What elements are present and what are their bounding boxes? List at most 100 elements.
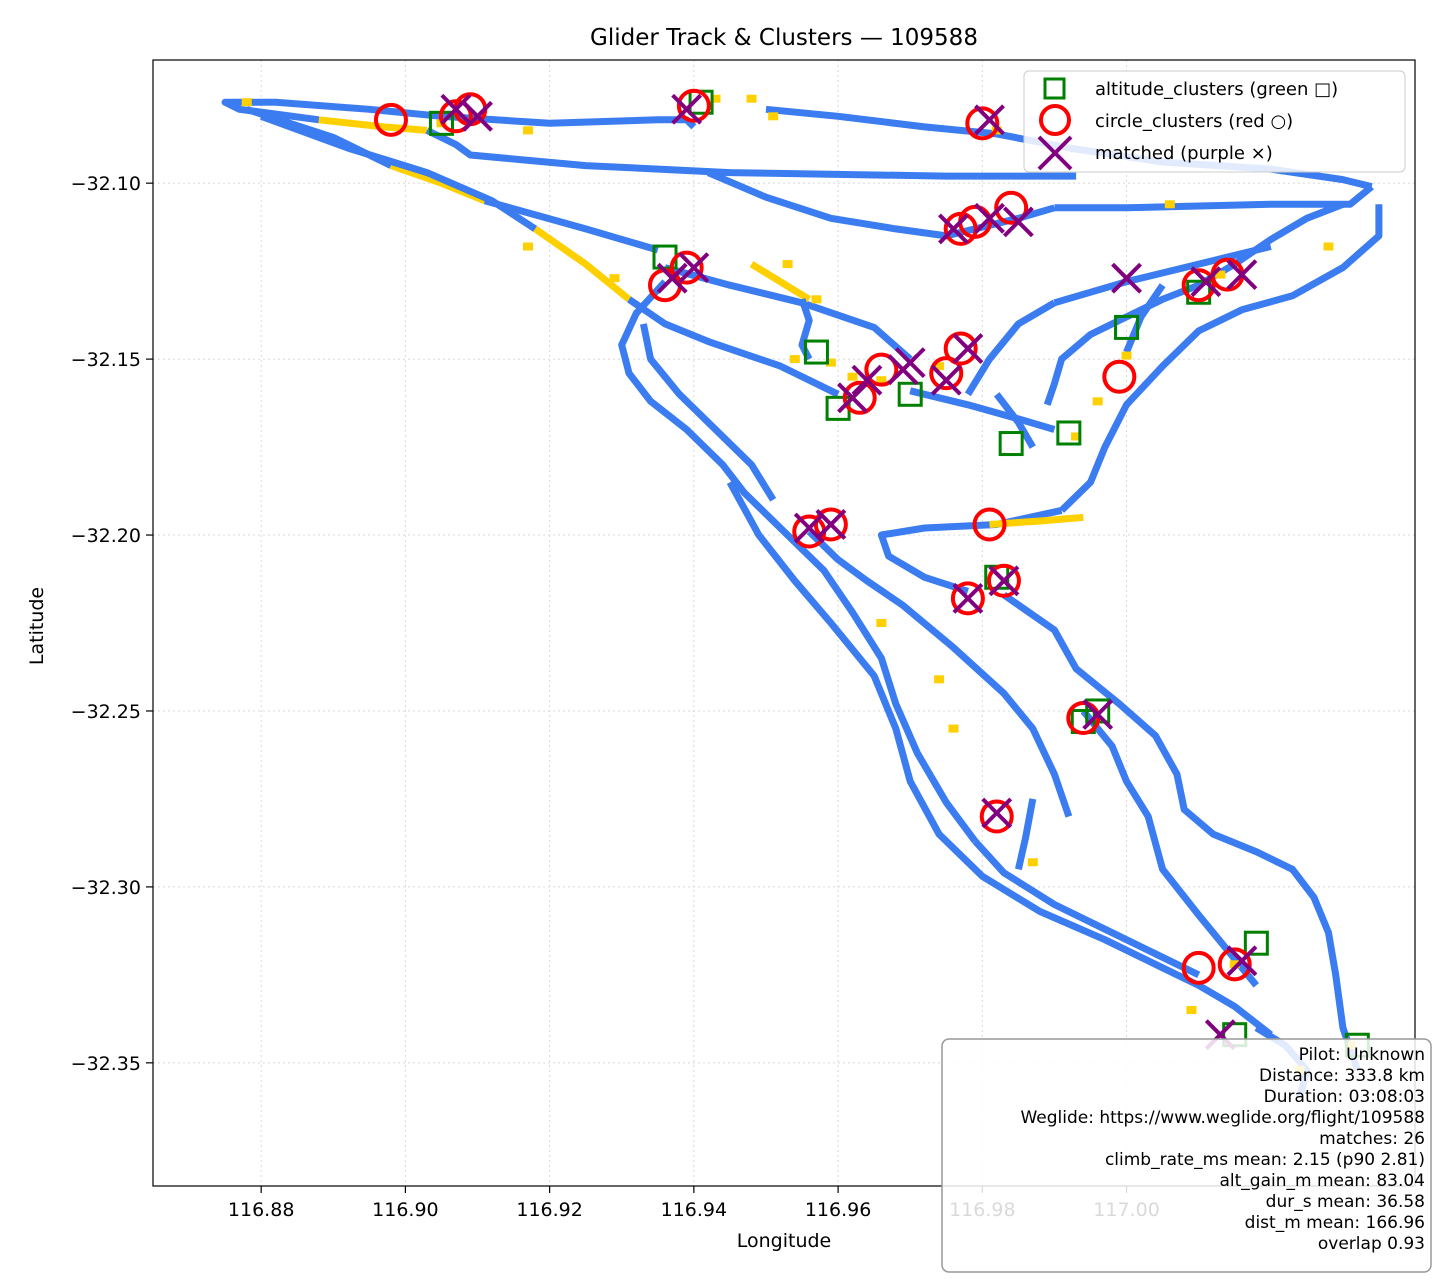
matched-marker: [1190, 266, 1222, 298]
altitude-cluster-marker: [897, 381, 923, 407]
plot-frame: [152, 59, 1416, 1187]
climb-point: [1071, 432, 1082, 441]
climb-point: [746, 94, 757, 103]
y-tick-label: −32.25: [71, 701, 141, 723]
circle-cluster-marker: [965, 106, 1000, 141]
matched-stroke: [952, 333, 984, 364]
circle-cluster-marker: [972, 507, 1007, 542]
climb-point: [241, 98, 252, 107]
legend-circle-icon: [1039, 104, 1071, 136]
info-distance: Distance: 333.8 km: [1259, 1066, 1425, 1086]
matched-marker: [988, 565, 1020, 597]
matched-marker: [930, 364, 962, 396]
y-tick-label: −32.10: [71, 173, 141, 195]
circle-cluster-marker: [676, 88, 711, 123]
matched-marker: [815, 509, 847, 540]
info-duration-mean: dur_s mean: 36.58: [1266, 1192, 1425, 1212]
matched-marker: [837, 382, 868, 414]
track-segment-glide: [1014, 798, 1037, 871]
track-segment-glide: [627, 296, 840, 398]
y-tick-label: −32.30: [71, 877, 141, 899]
matched-stroke: [815, 509, 847, 540]
climb-point: [1323, 242, 1334, 251]
matched-marker: [851, 364, 883, 396]
legend-label-altitude-clusters: altitude_clusters (green □): [1095, 79, 1338, 100]
track-segment-glide: [1054, 183, 1374, 212]
matched-marker: [894, 347, 926, 379]
climb-point: [1164, 200, 1175, 209]
matched-stroke: [930, 364, 962, 396]
legend-label-circle-clusters: circle_clusters (red ○): [1095, 111, 1293, 132]
matched-marker: [440, 93, 472, 125]
matched-stroke: [678, 252, 710, 284]
track-segment-glide: [1059, 204, 1383, 513]
track-segment-glide: [1123, 283, 1166, 354]
circle-cluster-marker: [813, 507, 848, 542]
x-tick-label: 116.88: [228, 1199, 294, 1221]
track-segment-glide: [877, 506, 1063, 595]
y-tick-label: −32.20: [71, 525, 141, 547]
info-duration: Duration: 03:08:03: [1264, 1087, 1425, 1107]
marker-layer: [373, 88, 1370, 1058]
track-segment-glide: [964, 299, 1057, 397]
info-distance-mean: dist_m mean: 166.96: [1245, 1213, 1425, 1233]
y-tick-label: −32.35: [71, 1053, 141, 1075]
climb-point: [789, 355, 800, 364]
track-segment-glide: [259, 113, 538, 232]
circle-cluster-marker: [669, 250, 704, 285]
climb-point: [876, 376, 887, 385]
track-segment-climb: [318, 116, 428, 134]
track-layer: [221, 94, 1383, 1099]
track-segment-glide: [792, 539, 978, 844]
matched-stroke: [894, 347, 926, 379]
matched-stroke: [1082, 699, 1114, 730]
matched-marker: [678, 252, 710, 284]
climb-point: [1186, 1006, 1197, 1015]
climb-point: [522, 126, 533, 135]
matched-marker: [981, 797, 1013, 829]
x-tick-label: 116.96: [805, 1199, 871, 1221]
matched-stroke: [1002, 206, 1034, 238]
climb-point: [768, 112, 779, 121]
circle-cluster-marker: [1066, 701, 1101, 736]
track-segment-climb: [533, 226, 632, 303]
info-matches: matches: 26: [1319, 1129, 1425, 1149]
matched-marker: [952, 333, 984, 364]
track-segment-glide: [1043, 201, 1345, 406]
circle-cluster-marker: [864, 352, 899, 387]
matched-marker: [1226, 259, 1258, 291]
matched-stroke: [981, 797, 1013, 829]
altitude-cluster-marker: [1243, 930, 1269, 956]
x-axis-title: Longitude: [737, 1230, 832, 1252]
matched-stroke: [462, 100, 493, 132]
climb-point: [1215, 270, 1226, 279]
climb-point: [934, 362, 945, 371]
matched-stroke: [1226, 259, 1258, 291]
matched-marker: [952, 582, 984, 614]
track-segment-glide: [806, 528, 1073, 818]
track-segment-glide: [425, 127, 1077, 180]
matched-marker: [938, 213, 969, 245]
altitude-cluster-marker: [803, 339, 829, 365]
climb-point: [1092, 397, 1103, 406]
matched-stroke: [1190, 266, 1222, 298]
climb-point: [1027, 858, 1038, 867]
matched-stroke: [837, 382, 868, 414]
climb-point: [522, 242, 533, 251]
x-tick-label: 116.94: [661, 1199, 727, 1221]
circle-cluster-marker: [1181, 268, 1216, 303]
circle-cluster-marker: [994, 190, 1029, 225]
circle-cluster-marker: [1102, 359, 1137, 394]
track-segment-glide: [618, 279, 798, 545]
matched-marker: [1082, 699, 1114, 730]
matched-marker: [974, 104, 1005, 136]
track-segment-glide: [483, 197, 659, 254]
climb-point: [847, 372, 858, 381]
matched-stroke: [671, 93, 703, 125]
legend-square-icon: [1043, 77, 1066, 100]
matched-marker: [1111, 262, 1142, 294]
altitude-cluster-marker: [1114, 314, 1140, 340]
matched-stroke: [440, 93, 472, 125]
circle-cluster-marker: [1181, 950, 1216, 985]
legend: altitude_clusters (green □) circle_clust…: [1023, 70, 1406, 173]
